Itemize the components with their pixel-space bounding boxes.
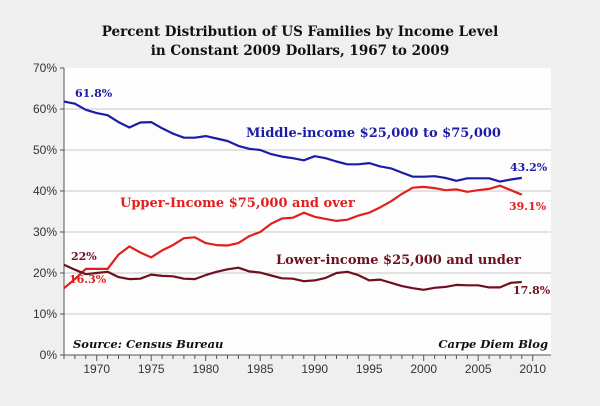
chart-title-line-1: Percent Distribution of US Families by I… (101, 24, 499, 40)
plot-area (64, 68, 551, 355)
data-label: 17.8% (513, 284, 551, 297)
x-tick-label: 1985 (247, 362, 274, 376)
data-label: 61.8% (75, 87, 113, 100)
series-label-upper: Upper-Income $75,000 and over (120, 196, 355, 211)
y-tick-label: 0% (40, 348, 58, 362)
chart-title-line-2: in Constant 2009 Dollars, 1967 to 2009 (150, 43, 450, 59)
x-tick-label: 1970 (83, 362, 110, 376)
y-tick-label: 10% (33, 307, 57, 321)
x-tick-label: 2010 (519, 362, 546, 376)
y-tick-label: 50% (33, 143, 57, 157)
x-tick-label: 1980 (192, 362, 219, 376)
series-label-lower: Lower-income $25,000 and under (276, 253, 521, 268)
series-line-2 (63, 263, 522, 291)
y-tick-label: 40% (33, 184, 57, 198)
x-tick-label: 1990 (301, 362, 328, 376)
y-tick-label: 60% (33, 102, 57, 116)
data-label: 39.1% (509, 200, 547, 213)
x-tick-label: 2005 (465, 362, 492, 376)
y-tick-label: 30% (33, 225, 57, 239)
data-label: 22% (71, 250, 97, 263)
series-label-middle: Middle-income $25,000 to $75,000 (246, 126, 501, 141)
y-tick-label: 20% (33, 266, 57, 280)
data-label: 16.3% (69, 273, 107, 286)
data-label: 43.2% (510, 161, 548, 174)
x-tick-label: 2000 (410, 362, 437, 376)
credit-note: Carpe Diem Blog (438, 337, 548, 351)
source-note: Source: Census Bureau (73, 337, 223, 351)
x-tick-label: 1995 (356, 362, 383, 376)
y-tick-label: 70% (33, 61, 57, 75)
x-tick-label: 1975 (138, 362, 165, 376)
